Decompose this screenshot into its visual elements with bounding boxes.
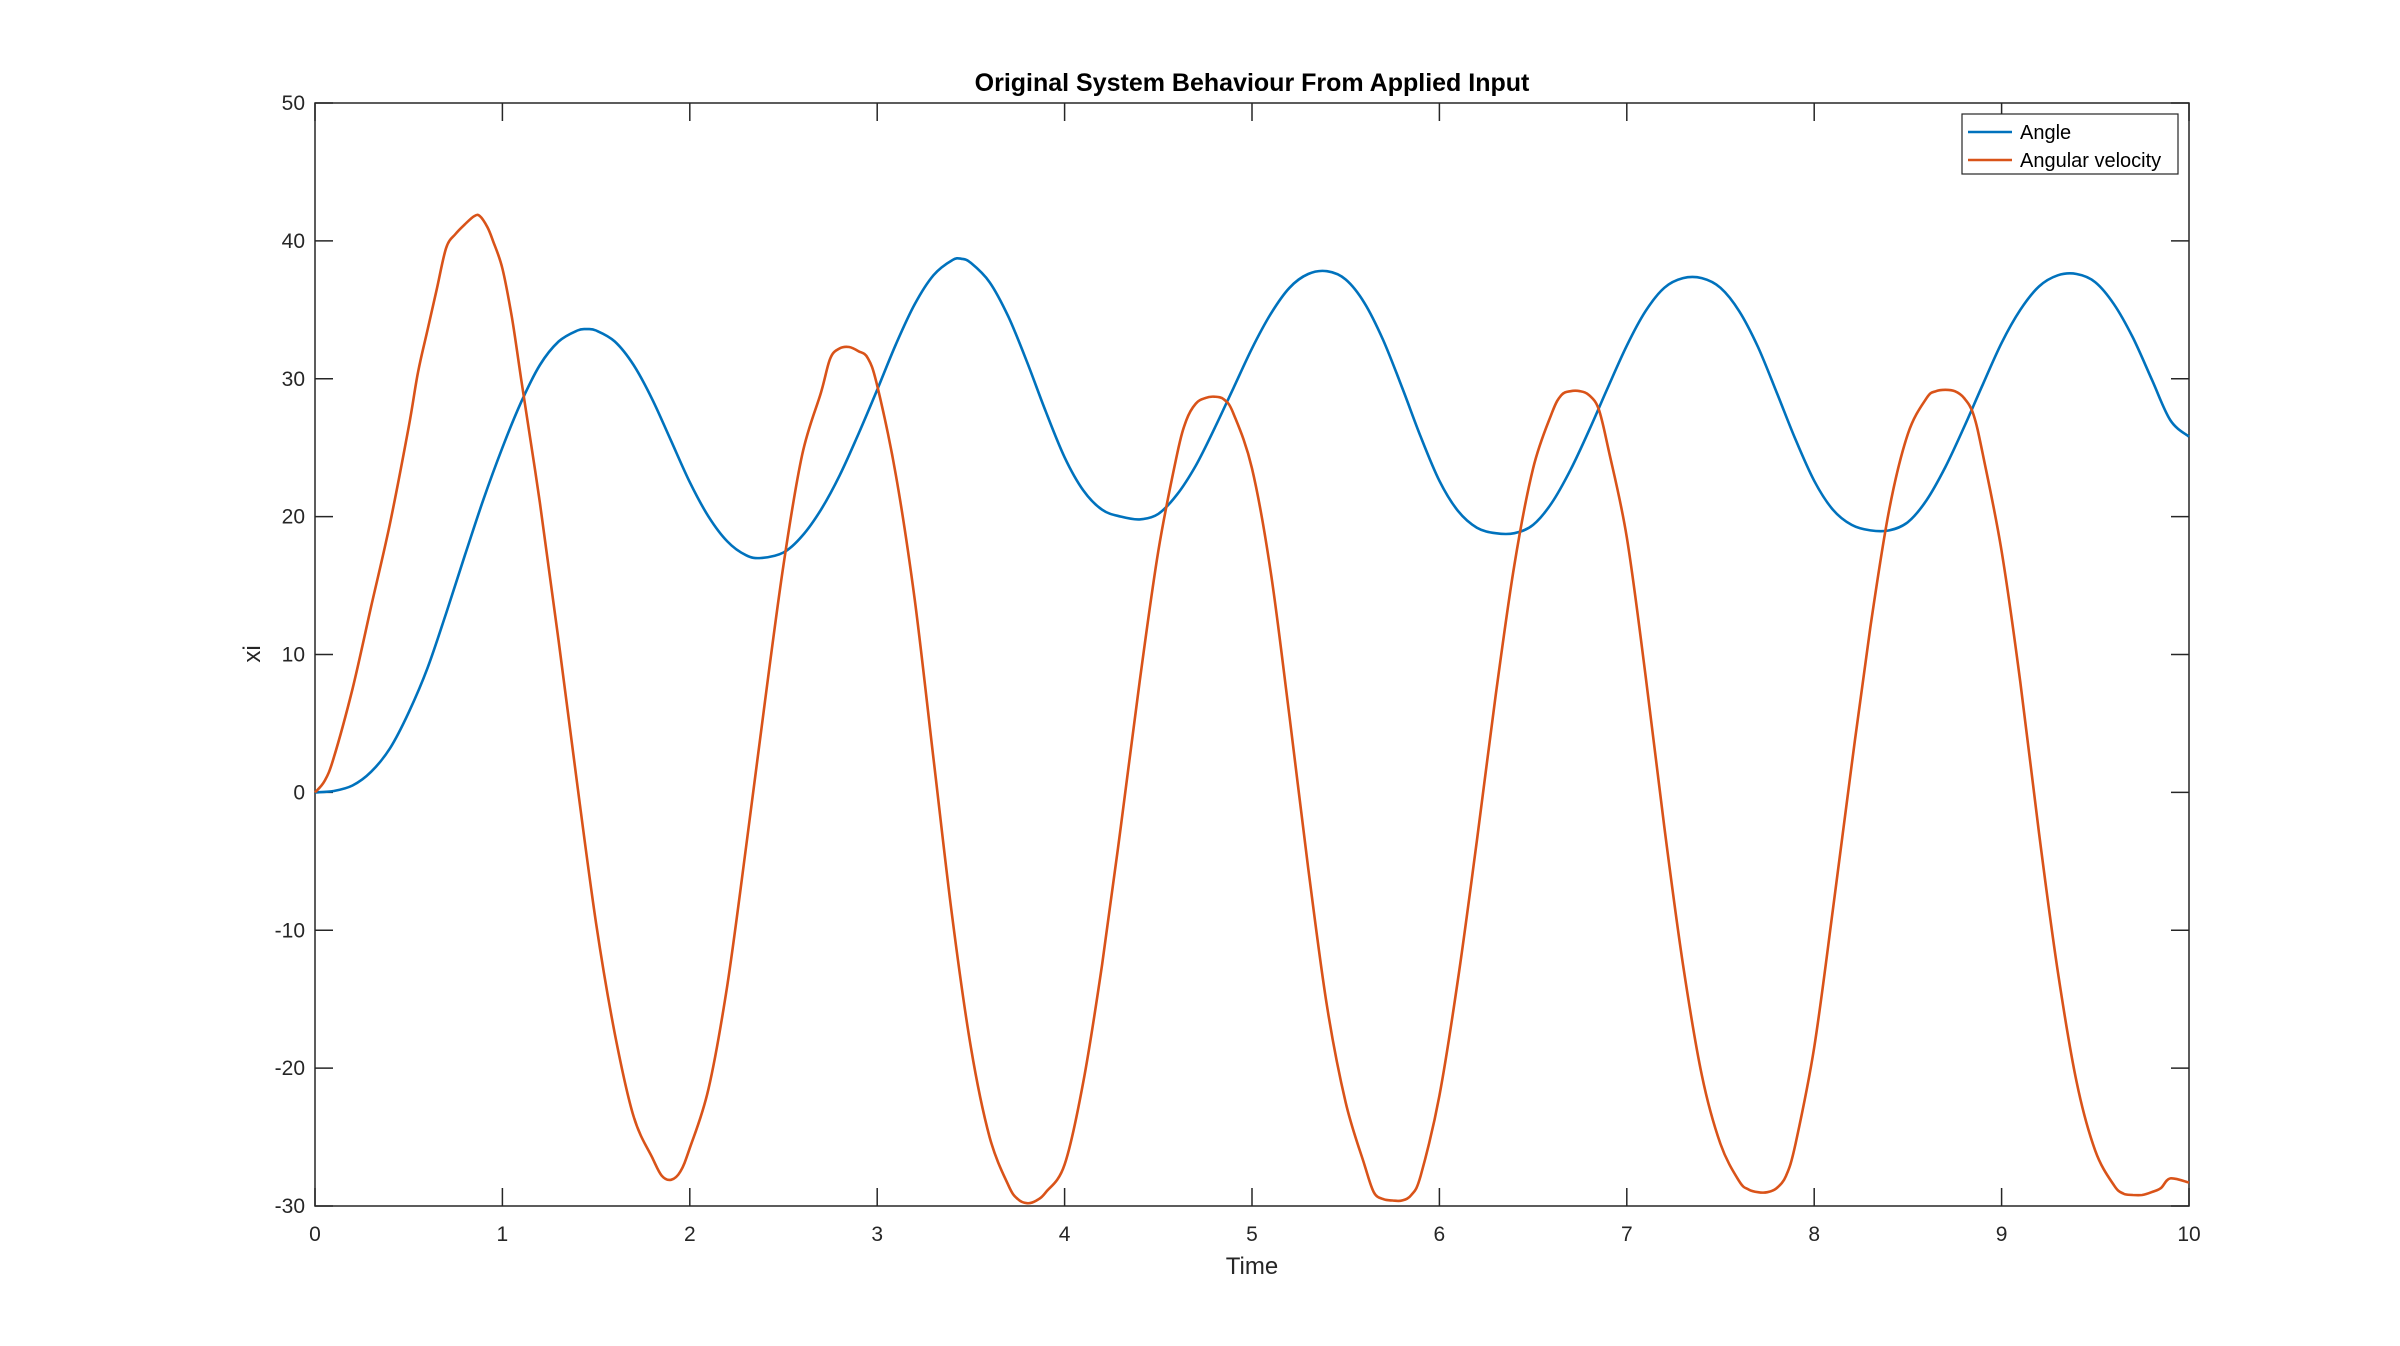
x-tick-label: 5	[1246, 1223, 1258, 1246]
x-tick-label: 4	[1059, 1223, 1071, 1246]
y-tick-label: -20	[275, 1057, 305, 1080]
y-tick-label: 0	[293, 781, 305, 804]
x-tick-label: 6	[1434, 1223, 1446, 1246]
x-tick-label: 10	[2177, 1223, 2200, 1246]
y-tick-label: -10	[275, 919, 305, 942]
y-tick-label: 30	[282, 368, 305, 391]
x-axis-label: Time	[1226, 1253, 1278, 1280]
x-tick-label: 9	[1996, 1223, 2008, 1246]
x-tick-label: 2	[684, 1223, 696, 1246]
plot-area	[314, 102, 2190, 1207]
x-tick-label: 1	[497, 1223, 509, 1246]
chart-title: Original System Behaviour From Applied I…	[975, 69, 1530, 97]
series-line-angle	[314, 256, 2190, 794]
y-tick-label: 40	[282, 230, 305, 253]
y-tick-label: -30	[275, 1195, 305, 1218]
y-tick-label: 20	[282, 506, 305, 529]
x-axis-ticks: 0 1 2 3 4 5 6 7 8 9 10	[309, 103, 2201, 1246]
series-layer	[314, 213, 2190, 1205]
x-tick-label: 7	[1621, 1223, 1633, 1246]
legend[interactable]: Angle Angular velocity	[1961, 113, 2179, 175]
x-tick-label: 0	[309, 1223, 321, 1246]
y-tick-label: 10	[282, 644, 305, 667]
legend-label-angle: Angle	[2020, 122, 2071, 144]
legend-label-angular-velocity: Angular velocity	[2020, 150, 2161, 172]
y-axis-label: xi	[239, 645, 266, 662]
axes-frame	[314, 102, 2190, 1207]
y-tick-label: 50	[282, 92, 305, 115]
x-tick-label: 3	[871, 1223, 883, 1246]
y-axis-ticks: -30 -20 -10 0 10 20 30 40 50	[275, 92, 2189, 1218]
series-line-angular-velocity	[314, 213, 2190, 1205]
x-tick-label: 8	[1808, 1223, 1820, 1246]
legend-box	[1961, 113, 2179, 175]
